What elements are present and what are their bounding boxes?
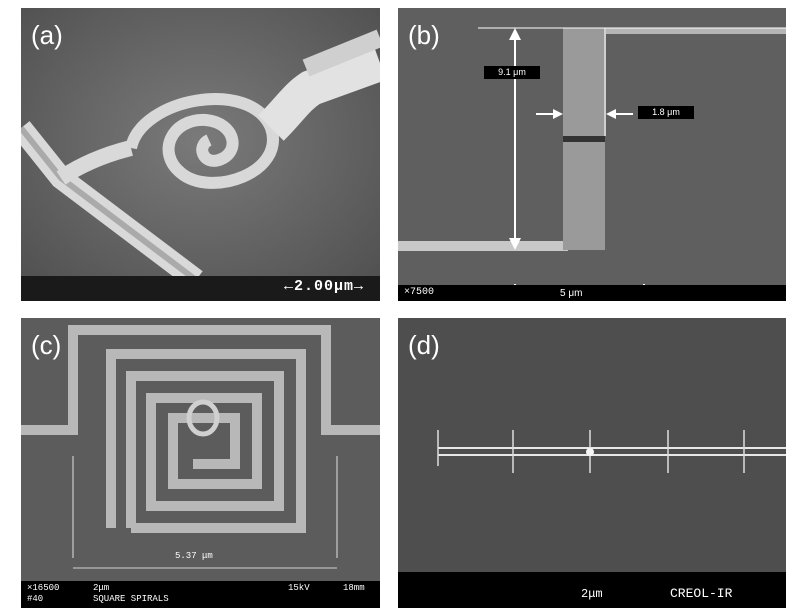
- spiral-antenna-image: [21, 8, 380, 301]
- panel-b-height-label: 9.1 μm: [484, 66, 540, 79]
- panel-c-voltage: 15kV: [288, 583, 310, 593]
- panel-d-label: (d): [408, 330, 440, 360]
- panel-c-info-bar: ×16500 2μm 15kV 18mm #40 SQUARE SPIRALS: [21, 581, 380, 608]
- panel-c-measure: 5.37 μm: [175, 551, 213, 561]
- panel-a-label: (a): [31, 20, 63, 50]
- dipole-line-image: [398, 318, 786, 608]
- square-spiral-image: [21, 318, 380, 608]
- panel-b: (b) 9.1 μm 1.8 μm ×7500 5 μm: [398, 8, 786, 301]
- panel-c-label: (c): [31, 330, 62, 360]
- panel-d-info-bar: 2μm CREOL-IR: [398, 572, 786, 608]
- panel-b-scale: 5 μm: [560, 288, 583, 299]
- panel-c-caption: SQUARE SPIRALS: [93, 594, 169, 604]
- panel-c-scale: 2μm: [93, 583, 110, 593]
- panel-b-magnification: ×7500: [404, 287, 435, 298]
- strip-measurement-image: [398, 8, 786, 301]
- panel-a-info-bar: ←2.00μm→: [21, 276, 380, 301]
- panel-b-info-bar: ×7500 5 μm: [398, 285, 786, 301]
- panel-c: (c) 5.37 μm ×16500 2μm 15kV 18mm #40 SQU…: [21, 318, 380, 608]
- panel-d: (d) 2μm CREOL-IR: [398, 318, 786, 608]
- panel-b-label: (b): [408, 20, 440, 50]
- panel-d-caption: CREOL-IR: [670, 586, 733, 601]
- panel-c-frame: #40: [27, 594, 44, 604]
- panel-c-working-distance: 18mm: [343, 583, 365, 593]
- panel-b-width-label: 1.8 μm: [638, 106, 694, 119]
- panel-c-magnification: ×16500: [27, 583, 60, 593]
- panel-d-scale: 2μm: [581, 587, 603, 601]
- panel-a: (a) ←2.00μm→: [21, 8, 380, 301]
- panel-a-scale: ←2.00μm→: [283, 278, 364, 295]
